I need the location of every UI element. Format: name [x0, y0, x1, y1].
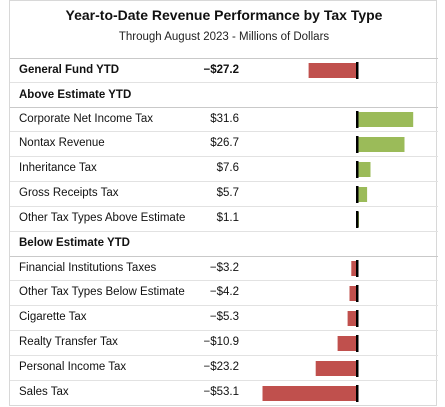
row-value: $7.6: [216, 162, 239, 174]
bar-cigarette-tax: [347, 311, 357, 326]
row-label: Sales Tax: [19, 386, 69, 398]
row-value: −$4.2: [209, 286, 239, 298]
row-label: Cigarette Tax: [19, 311, 87, 323]
row-label: Corporate Net Income Tax: [19, 113, 154, 125]
row-value: −$10.9: [203, 336, 240, 348]
row-value: −$5.3: [209, 311, 239, 323]
row-label: Personal Income Tax: [19, 361, 127, 373]
table-row: Other Tax Types Above Estimate $1.1: [10, 207, 438, 232]
row-label: Other Tax Types Below Estimate: [19, 286, 185, 298]
row-label: Nontax Revenue: [19, 137, 105, 149]
row-value: −$27.2: [203, 64, 240, 76]
chart-subtitle: Through August 2023 - Millions of Dollar…: [118, 31, 330, 43]
bar-inheritance-tax: [357, 162, 371, 177]
row-value: −$53.1: [203, 386, 240, 398]
row-label: Realty Transfer Tax: [19, 336, 118, 348]
bar-other-tax-types-below-estimate: [349, 286, 357, 301]
bar-gross-receipts-tax: [357, 187, 368, 202]
table-row: Sales Tax −$53.1: [10, 381, 438, 406]
table-row: Cigarette Tax −$5.3: [10, 306, 438, 331]
table-row: General Fund YTD −$27.2: [10, 58, 438, 83]
zero-axis-tick: [356, 360, 359, 377]
row-label: Financial Institutions Taxes: [19, 262, 157, 274]
zero-axis-tick: [356, 136, 359, 153]
zero-axis-tick: [356, 161, 359, 178]
chart-title: Year-to-Date Revenue Performance by Tax …: [65, 7, 383, 23]
zero-axis-tick: [356, 111, 359, 128]
row-value: $1.1: [216, 212, 239, 224]
bar-sales-tax: [262, 386, 357, 401]
bar-general-fund-ytd: [308, 63, 357, 78]
section-header-below: Below Estimate YTD: [19, 237, 130, 249]
table-row: Gross Receipts Tax $5.7: [10, 182, 438, 207]
bar-personal-income-tax: [315, 361, 357, 376]
row-value: $5.7: [216, 187, 239, 199]
table-row: Financial Institutions Taxes −$3.2: [10, 256, 438, 281]
row-value: $26.7: [210, 137, 239, 149]
zero-axis-tick: [356, 186, 359, 203]
zero-axis-tick: [356, 211, 359, 228]
zero-axis-tick: [356, 260, 359, 277]
table-row: Corporate Net Income Tax $31.6: [10, 107, 438, 132]
table-row: Inheritance Tax $7.6: [10, 157, 438, 182]
zero-axis-tick: [356, 285, 359, 302]
bar-corporate-net-income-tax: [357, 112, 414, 127]
table-row: Nontax Revenue $26.7: [10, 132, 438, 157]
row-label: Inheritance Tax: [19, 162, 97, 174]
table-row: Realty Transfer Tax −$10.9: [10, 331, 438, 356]
zero-axis-tick: [356, 310, 359, 327]
bar-realty-transfer-tax: [337, 336, 357, 351]
bar-chart: [262, 62, 414, 402]
chart-frame: Year-to-Date Revenue Performance by Tax …: [9, 0, 438, 406]
section-header-above: Above Estimate YTD: [19, 89, 132, 101]
row-value: $31.6: [210, 113, 239, 125]
bar-financial-institutions-taxes: [351, 261, 357, 276]
row-label: Other Tax Types Above Estimate: [19, 212, 186, 224]
zero-axis-tick: [356, 335, 359, 352]
table-row: Personal Income Tax −$23.2: [10, 356, 438, 381]
row-label: Gross Receipts Tax: [19, 187, 119, 199]
zero-axis-tick: [356, 62, 359, 79]
row-label: General Fund YTD: [19, 64, 120, 76]
zero-axis-tick: [356, 385, 359, 402]
row-value: −$3.2: [209, 262, 239, 274]
table-row: Other Tax Types Below Estimate −$4.2: [10, 281, 438, 306]
bar-nontax-revenue: [357, 137, 405, 152]
row-value: −$23.2: [203, 361, 240, 373]
